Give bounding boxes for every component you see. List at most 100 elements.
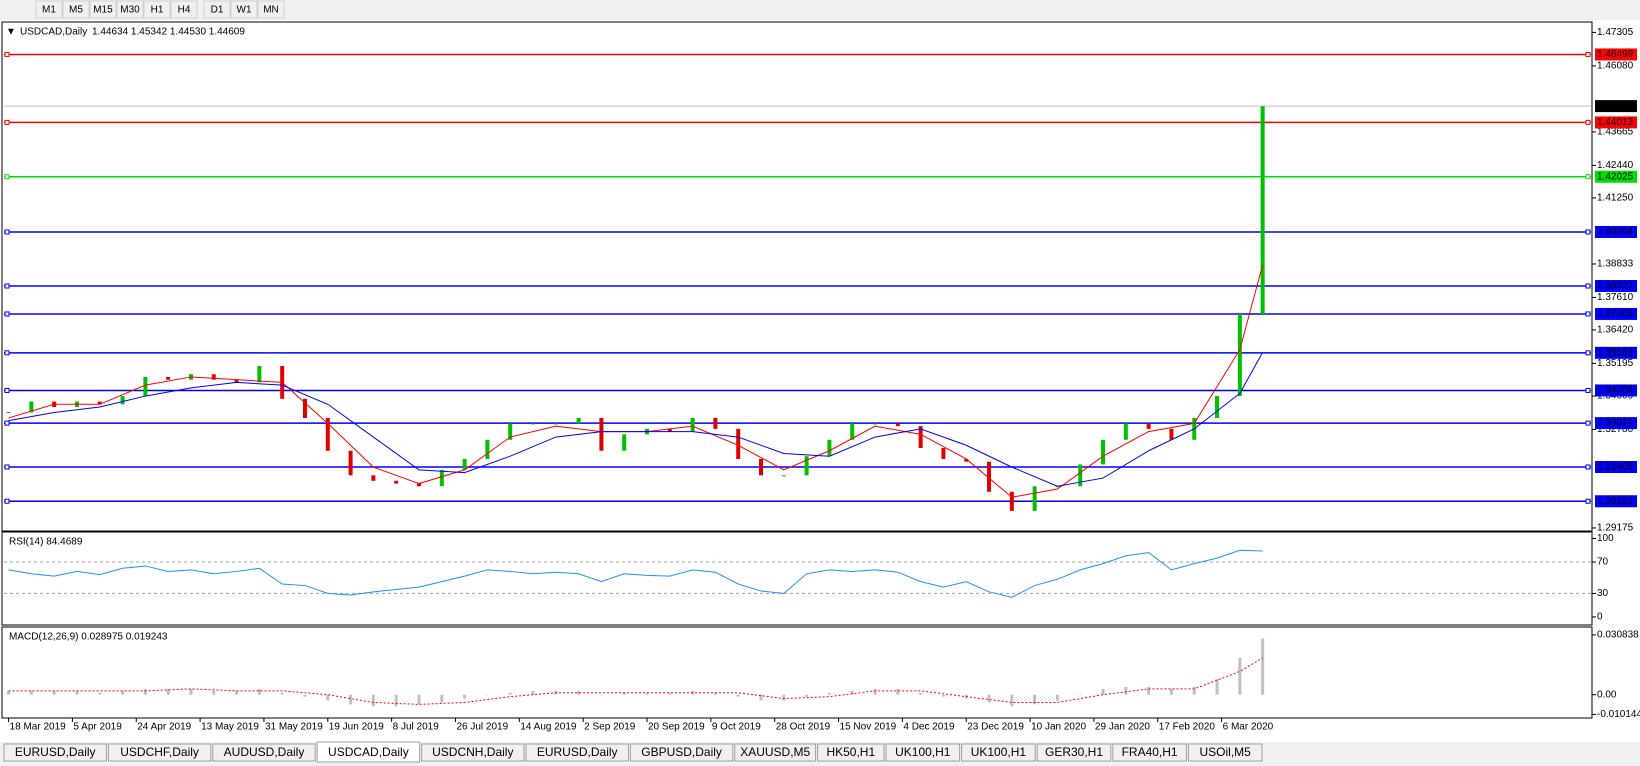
macd-bar <box>7 690 11 695</box>
timeframe-button[interactable] <box>62 0 90 19</box>
timeframe-label[interactable]: W1 <box>237 5 252 16</box>
level-handle[interactable] <box>4 283 10 289</box>
candle <box>1215 396 1220 418</box>
y-tick-label: 1.38833 <box>1597 259 1634 270</box>
chart-tab[interactable] <box>525 743 629 762</box>
macd-bar <box>599 694 603 696</box>
macd-bar <box>303 694 307 697</box>
chart-tab[interactable] <box>961 743 1036 762</box>
candle <box>895 423 900 427</box>
macd-bar <box>736 694 740 697</box>
chart-tab[interactable] <box>734 743 817 762</box>
level-handle[interactable] <box>4 420 10 426</box>
level-handle[interactable] <box>1585 51 1591 57</box>
chart-tab-label[interactable]: GBPUSD,Daily <box>641 745 722 759</box>
y-tick-label: 1.35195 <box>1597 358 1634 369</box>
macd-bar <box>1124 686 1128 695</box>
level-label: 1.35582 <box>1597 347 1634 358</box>
chart-tab-label[interactable]: UK100,H1 <box>895 745 951 759</box>
chart-tab[interactable] <box>885 743 961 762</box>
level-handle[interactable] <box>1585 420 1591 426</box>
chart-tab-label[interactable]: AUDUSD,Daily <box>224 745 305 759</box>
macd-bar <box>257 688 261 695</box>
macd-bar <box>645 692 649 695</box>
candle <box>211 374 216 380</box>
chart-tab-label[interactable]: USDCAD,Daily <box>328 745 409 759</box>
chart-tab[interactable] <box>629 743 734 762</box>
timeframe-button[interactable] <box>230 0 258 19</box>
chart-tab-label[interactable]: FRA40,H1 <box>1122 745 1178 759</box>
level-handle[interactable] <box>4 174 10 180</box>
candle <box>941 448 946 459</box>
chart-tab[interactable] <box>817 743 885 762</box>
timeframe-button[interactable] <box>89 0 117 19</box>
macd-bar <box>29 690 33 695</box>
level-handle[interactable] <box>1585 229 1591 235</box>
chart-tab[interactable] <box>3 743 107 762</box>
timeframe-button[interactable] <box>257 0 285 19</box>
chart-tab-label[interactable]: USDCNH,Daily <box>432 745 513 759</box>
chart-tab-label[interactable]: USOil,M5 <box>1200 745 1252 759</box>
x-tick-label: 9 Oct 2019 <box>712 722 761 733</box>
macd-bar <box>1169 688 1173 695</box>
timeframe-label[interactable]: H1 <box>151 5 164 16</box>
chart-tab[interactable] <box>1112 743 1187 762</box>
macd-bar <box>873 688 877 695</box>
level-handle[interactable] <box>4 229 10 235</box>
level-label-box <box>1595 384 1637 397</box>
chart-tab-label[interactable]: EURUSD,Daily <box>537 745 618 759</box>
x-tick-label: 19 Jun 2019 <box>329 722 384 733</box>
timeframe-label[interactable]: M15 <box>93 5 113 16</box>
level-handle[interactable] <box>4 311 10 317</box>
chart-tab-label[interactable]: GER30,H1 <box>1045 745 1103 759</box>
timeframe-label[interactable]: M30 <box>120 5 140 16</box>
y-tick-label: 1.41250 <box>1597 193 1634 204</box>
candle <box>690 417 695 432</box>
chart-tab[interactable] <box>1036 743 1112 762</box>
level-handle[interactable] <box>1585 119 1591 125</box>
chart-tab-label[interactable]: USDCHF,Daily <box>120 745 199 759</box>
level-handle[interactable] <box>4 464 10 470</box>
timeframe-button[interactable] <box>170 0 198 19</box>
x-tick-label: 15 Nov 2019 <box>840 722 897 733</box>
chart-tab[interactable] <box>107 743 212 762</box>
collapse-arrow[interactable]: ▼ <box>6 27 16 38</box>
level-handle[interactable] <box>1585 498 1591 504</box>
chart-tab-label[interactable]: UK100,H1 <box>971 745 1027 759</box>
timeframe-button[interactable] <box>203 0 231 19</box>
chart-tab-label[interactable]: XAUUSD,M5 <box>740 745 810 759</box>
level-label: 1.34206 <box>1597 385 1634 396</box>
timeframe-label[interactable]: H4 <box>178 5 191 16</box>
timeframe-button[interactable] <box>116 0 144 19</box>
chart-tab-label[interactable]: EURUSD,Daily <box>15 745 96 759</box>
level-handle[interactable] <box>1585 311 1591 317</box>
level-handle[interactable] <box>4 51 10 57</box>
chart-tab-label[interactable]: HK50,H1 <box>826 745 875 759</box>
chart-tab[interactable] <box>1187 743 1263 762</box>
level-handle[interactable] <box>1585 387 1591 393</box>
chart-tab[interactable] <box>316 741 421 763</box>
timeframe-label[interactable]: MN <box>263 5 279 16</box>
y-tick-label: 1.43665 <box>1597 127 1634 138</box>
timeframe-label[interactable]: M5 <box>69 5 83 16</box>
candle <box>1101 439 1106 465</box>
timeframe-label[interactable]: D1 <box>211 5 224 16</box>
timeframe-button[interactable] <box>143 0 171 19</box>
timeframe-label[interactable]: M1 <box>42 5 56 16</box>
level-handle[interactable] <box>4 119 10 125</box>
chart-tab[interactable] <box>421 743 525 762</box>
level-handle[interactable] <box>1585 350 1591 356</box>
y-tick-label: 100 <box>1597 533 1614 544</box>
candle <box>439 469 444 487</box>
macd-bar <box>668 692 672 695</box>
chart-tab[interactable] <box>212 743 316 762</box>
timeframe-button[interactable] <box>35 0 63 19</box>
level-handle[interactable] <box>1585 283 1591 289</box>
level-handle[interactable] <box>4 387 10 393</box>
level-handle[interactable] <box>4 498 10 504</box>
level-handle[interactable] <box>1585 464 1591 470</box>
level-handle[interactable] <box>1585 174 1591 180</box>
macd-bar <box>1215 679 1219 695</box>
macd-bar <box>827 692 831 695</box>
level-handle[interactable] <box>4 350 10 356</box>
